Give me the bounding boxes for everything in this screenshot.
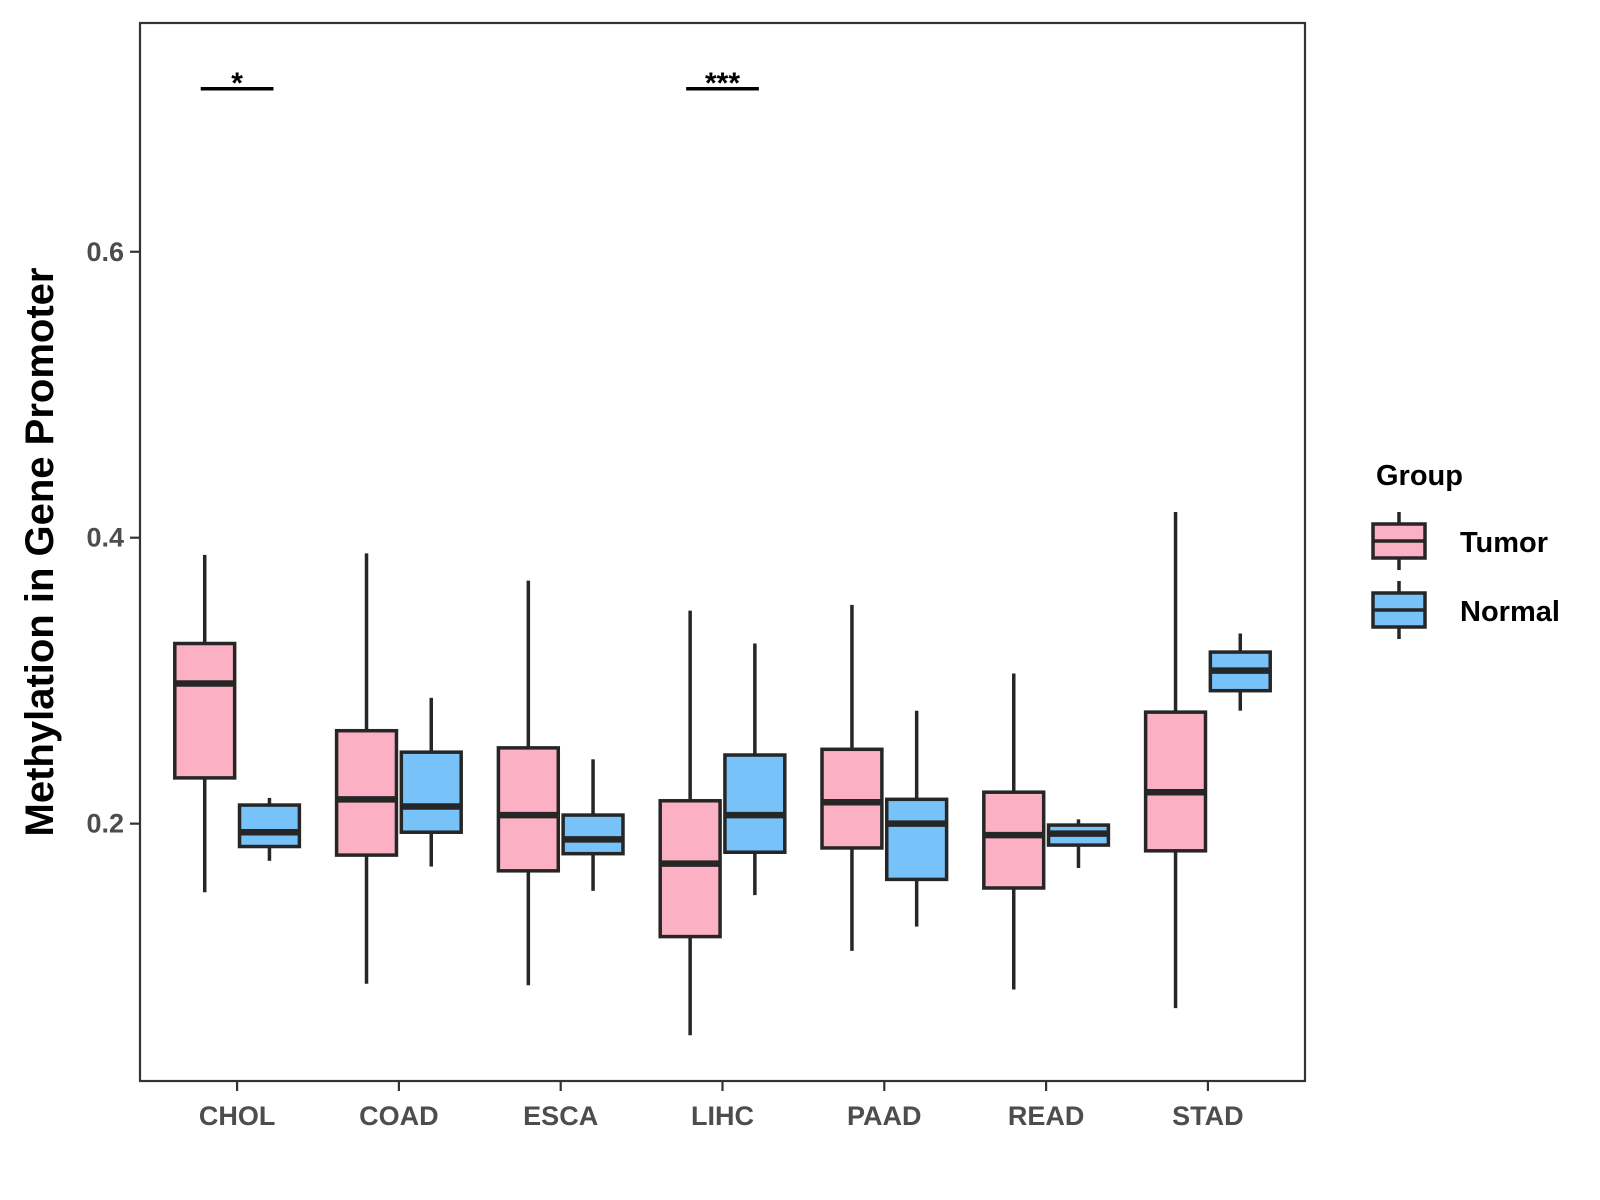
box-paad-tumor [820, 604, 884, 951]
x-axis: CHOL COAD ESCA LIHC PAAD READ STAD [199, 1081, 1244, 1131]
box-lihc-normal [723, 643, 787, 896]
box-esca-tumor [496, 580, 561, 986]
box-esca-normal [561, 759, 625, 891]
x-tick-label-chol: CHOL [199, 1101, 276, 1131]
box-iqr [884, 797, 949, 882]
box-iqr [561, 813, 625, 856]
box-iqr [723, 753, 787, 854]
legend: Group Tumor Normal [1371, 460, 1560, 639]
legend-key-tumor [1371, 512, 1427, 570]
x-tick-label-lihc: LIHC [691, 1101, 754, 1131]
x-tick-label-paad: PAAD [847, 1101, 922, 1131]
plot-panel [138, 21, 1307, 1083]
box-read-normal [1046, 819, 1111, 868]
box-iqr [399, 750, 463, 834]
box-iqr [496, 746, 561, 873]
box-iqr [173, 641, 237, 780]
box-chol-tumor [173, 554, 237, 893]
box-chol-normal [237, 797, 302, 861]
significance-label-chol: * [231, 67, 243, 100]
boxes-layer [173, 511, 1272, 1036]
y-tick-label: 0.2 [86, 809, 124, 839]
significance-annotations: * *** [200, 67, 759, 100]
y-tick-label: 0.6 [86, 237, 124, 267]
box-iqr [334, 728, 399, 857]
legend-keys [1371, 512, 1427, 639]
x-tick-label-coad: COAD [359, 1101, 439, 1131]
significance-label-lihc: *** [705, 67, 740, 100]
x-tick-label-esca: ESCA [523, 1101, 598, 1131]
box-iqr [237, 803, 302, 849]
box-stad-normal [1208, 633, 1272, 711]
legend-key-normal [1371, 581, 1427, 639]
y-tick-label: 0.4 [86, 523, 124, 553]
y-axis-title: Methylation in Gene Promoter [18, 268, 62, 837]
box-iqr [1143, 710, 1208, 853]
box-iqr [820, 747, 884, 850]
x-tick-label-read: READ [1008, 1101, 1085, 1131]
box-stad-tumor [1143, 511, 1208, 1009]
box-lihc-tumor [658, 610, 722, 1036]
legend-title: Group [1376, 460, 1463, 492]
legend-label-tumor: Tumor [1460, 527, 1548, 559]
box-iqr [982, 790, 1046, 890]
box-read-tumor [982, 673, 1046, 990]
x-tick-label-stad: STAD [1172, 1101, 1244, 1131]
legend-label-normal: Normal [1460, 596, 1560, 628]
y-axis: 0.2 0.4 0.6 [86, 237, 140, 839]
box-paad-normal [884, 710, 949, 927]
box-coad-normal [399, 697, 463, 867]
box-iqr [658, 799, 722, 939]
box-coad-tumor [334, 553, 399, 984]
